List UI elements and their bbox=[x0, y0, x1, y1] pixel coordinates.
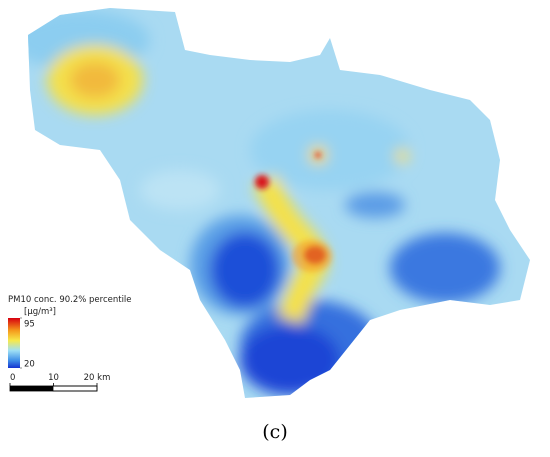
scale-label: 0 bbox=[10, 373, 15, 383]
caption: (c) bbox=[262, 421, 287, 443]
legend-title: PM10 conc. 90.2% percentile bbox=[8, 295, 132, 305]
pm10-map bbox=[28, 8, 530, 398]
scale-label: 20 km bbox=[84, 373, 111, 383]
scale-segment bbox=[52, 385, 98, 392]
legend-unit: [µg/m³] bbox=[24, 307, 56, 317]
colorbar bbox=[8, 318, 20, 368]
colorbar-label: 20 bbox=[24, 360, 35, 370]
scale-label: 10 bbox=[48, 373, 59, 383]
scale-segment bbox=[10, 386, 53, 391]
colorbar-label: 95 bbox=[24, 320, 35, 330]
